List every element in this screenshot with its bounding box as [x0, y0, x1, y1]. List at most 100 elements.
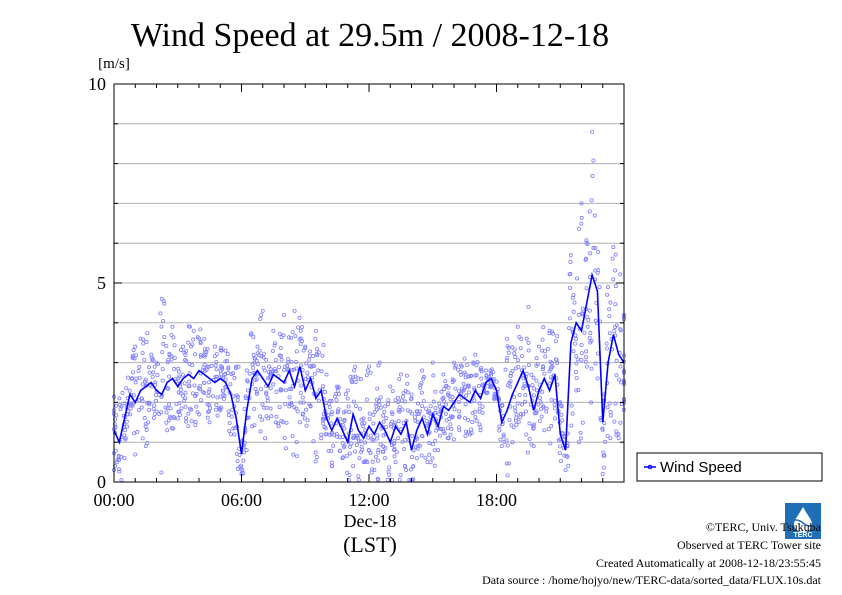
data-point — [207, 409, 212, 414]
data-point — [474, 372, 479, 377]
data-point — [251, 334, 256, 339]
data-point — [510, 345, 515, 350]
data-point — [378, 405, 383, 410]
data-point — [331, 443, 336, 448]
data-point — [515, 401, 520, 406]
data-point — [518, 346, 523, 351]
data-point — [206, 393, 211, 398]
data-point — [231, 426, 236, 431]
data-point — [402, 399, 407, 404]
data-point — [545, 347, 550, 352]
data-point — [334, 398, 339, 403]
data-point — [445, 426, 450, 431]
data-point — [568, 253, 573, 258]
data-point — [271, 382, 276, 387]
data-point — [417, 443, 422, 448]
data-point — [356, 439, 361, 444]
data-point — [140, 382, 145, 387]
data-point — [260, 308, 265, 313]
data-point — [576, 440, 581, 445]
data-point — [366, 364, 371, 369]
data-point — [450, 395, 455, 400]
data-point — [616, 432, 621, 437]
data-point — [151, 415, 156, 420]
data-point — [255, 362, 260, 367]
data-point — [367, 411, 372, 416]
data-point — [365, 368, 370, 373]
data-point — [294, 366, 299, 371]
data-point — [292, 405, 297, 410]
data-point — [219, 348, 224, 353]
data-point — [526, 304, 531, 309]
data-point — [225, 358, 230, 363]
data-point — [205, 402, 210, 407]
data-point — [512, 405, 517, 410]
data-point — [374, 436, 379, 441]
data-point — [214, 367, 219, 372]
data-point — [614, 358, 619, 363]
data-point — [590, 129, 595, 134]
data-point — [410, 411, 415, 416]
data-point — [301, 348, 306, 353]
data-point — [419, 390, 424, 395]
data-point — [534, 378, 539, 383]
data-point — [544, 409, 549, 414]
data-point — [269, 414, 274, 419]
data-point — [501, 432, 506, 437]
data-point — [419, 433, 424, 438]
data-point — [165, 428, 170, 433]
data-point — [510, 440, 515, 445]
data-point — [526, 340, 531, 345]
data-point — [547, 381, 552, 386]
data-point — [508, 379, 513, 384]
data-point — [207, 402, 212, 407]
data-point — [441, 372, 446, 377]
data-point — [356, 478, 361, 483]
data-point — [595, 351, 600, 356]
data-point — [229, 414, 234, 419]
data-point — [273, 341, 278, 346]
data-point — [184, 349, 189, 354]
data-point — [278, 346, 283, 351]
data-point — [334, 432, 339, 437]
data-point — [516, 358, 521, 363]
data-point — [405, 390, 410, 395]
data-point — [515, 324, 520, 329]
data-point — [172, 355, 177, 360]
data-point — [212, 344, 217, 349]
data-point — [274, 414, 279, 419]
data-point — [574, 354, 579, 359]
data-point — [161, 342, 166, 347]
data-point — [336, 391, 341, 396]
wave-icon — [788, 519, 818, 527]
data-point — [289, 400, 294, 405]
data-point — [442, 431, 447, 436]
data-point — [281, 312, 286, 317]
x-tick-label: 00:00 — [93, 490, 134, 510]
data-point — [346, 404, 351, 409]
data-point — [415, 411, 420, 416]
data-point — [614, 323, 619, 328]
y-tick-label: 10 — [88, 74, 106, 94]
data-point — [128, 406, 133, 411]
data-point — [259, 313, 264, 318]
data-point — [381, 419, 386, 424]
data-point — [409, 392, 414, 397]
data-point — [405, 381, 410, 386]
data-point — [279, 357, 284, 362]
data-point — [251, 365, 256, 370]
data-point — [345, 470, 350, 475]
data-point — [529, 372, 534, 377]
data-point — [131, 393, 136, 398]
data-point — [223, 359, 228, 364]
data-point — [449, 426, 454, 431]
data-point — [337, 448, 342, 453]
data-point — [221, 388, 226, 393]
data-point — [264, 390, 269, 395]
data-point — [214, 351, 219, 356]
data-point — [141, 341, 146, 346]
data-point — [523, 409, 528, 414]
data-point — [168, 406, 173, 411]
data-point — [547, 328, 552, 333]
data-point — [553, 339, 558, 344]
